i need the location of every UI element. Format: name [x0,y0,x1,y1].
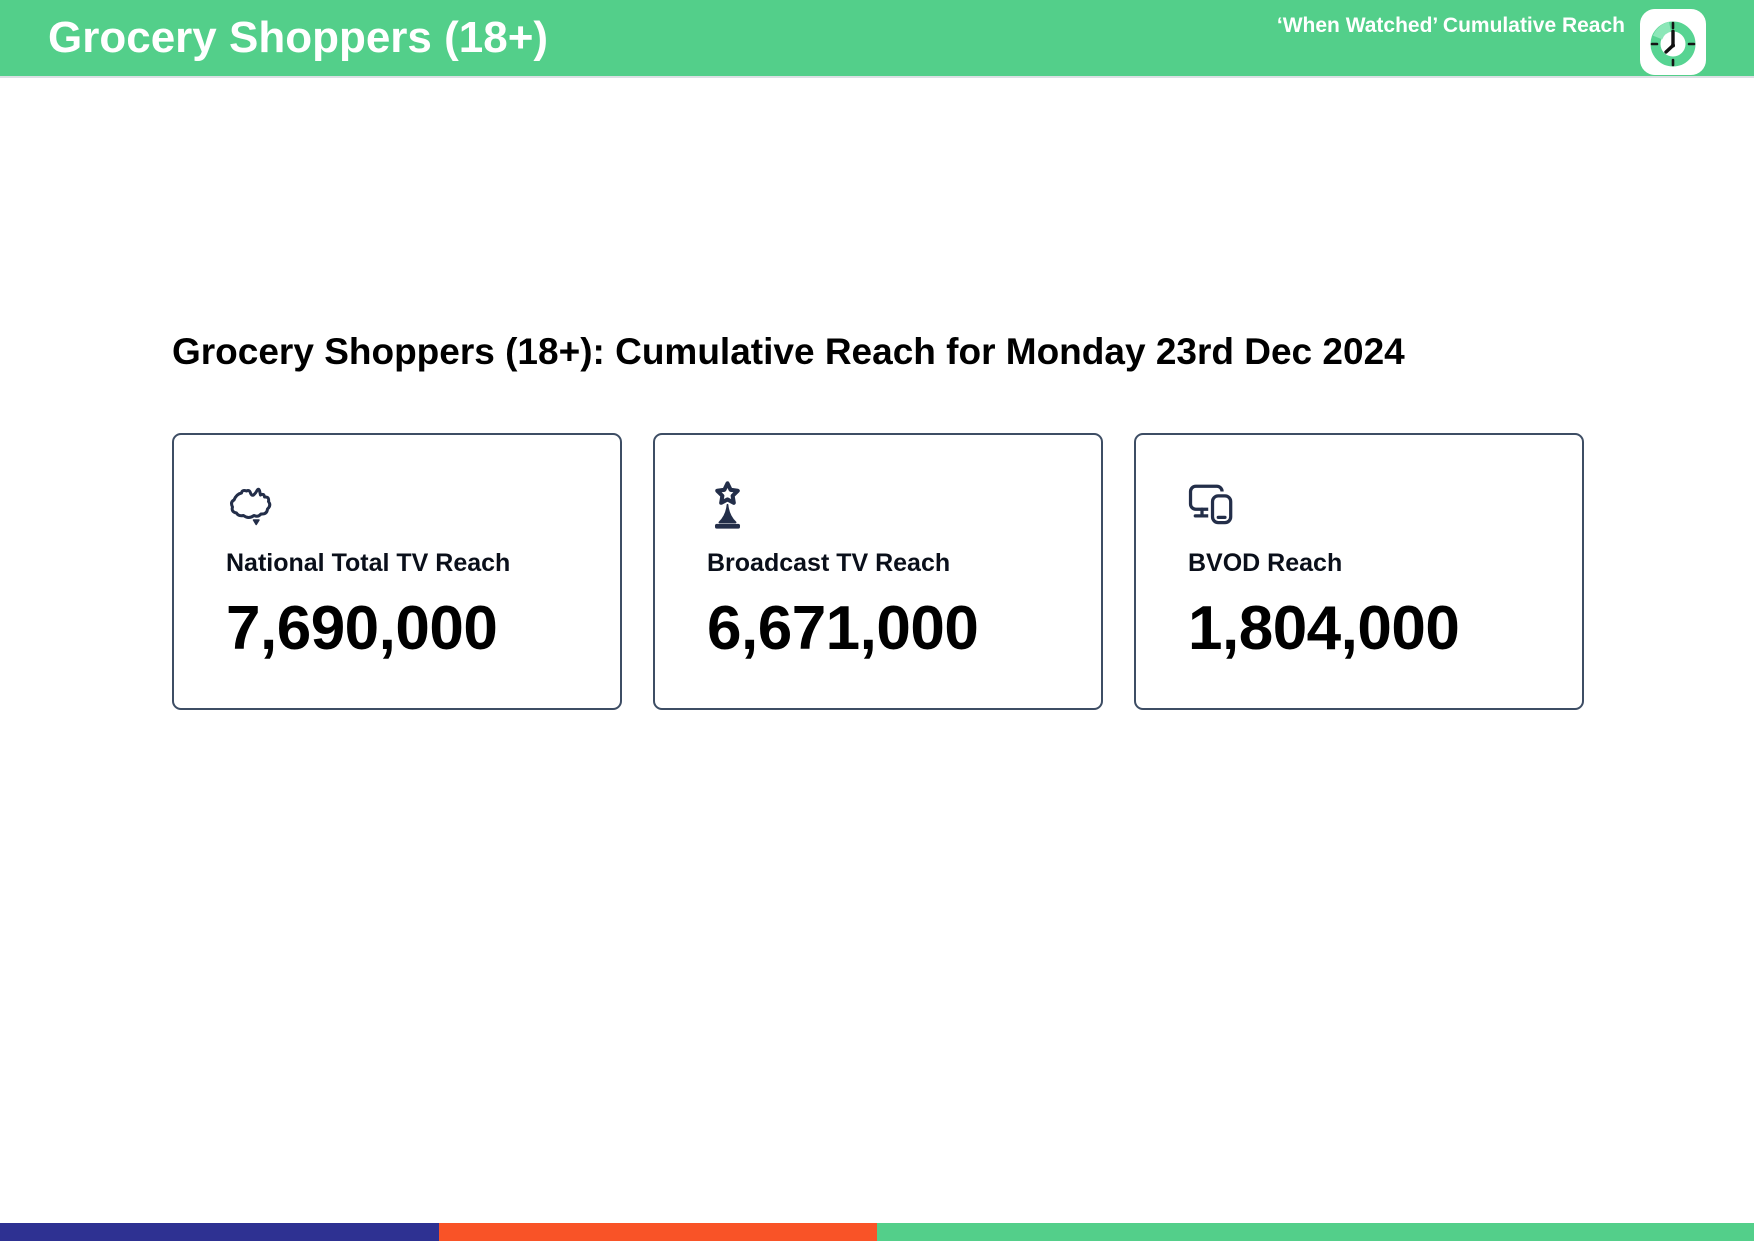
kpi-value: 1,804,000 [1188,594,1460,663]
footer-blue-segment [0,1223,439,1241]
kpi-value: 7,690,000 [226,594,498,663]
header-bar: Grocery Shoppers (18+) ‘When Watched’ Cu… [0,0,1754,78]
header-tagline: ‘When Watched’ Cumulative Reach [1276,14,1625,37]
header-right: ‘When Watched’ Cumulative Reach [1276,5,1706,75]
australia-map-icon [226,481,590,533]
kpi-card-broadcast-tv-reach: Broadcast TV Reach 6,671,000 [653,433,1103,710]
kpi-value: 6,671,000 [707,594,979,663]
page-title: Grocery Shoppers (18+) [48,13,549,62]
footer-green-segment [877,1223,1754,1241]
clock-logo [1640,9,1706,75]
report-heading: Grocery Shoppers (18+): Cumulative Reach… [172,331,1405,372]
broadcast-tower-icon [707,481,1071,533]
kpi-cards: National Total TV Reach 7,690,000 Broadc… [172,433,1584,710]
kpi-label: Broadcast TV Reach [707,549,951,577]
kpi-label: BVOD Reach [1188,549,1343,577]
tv-phone-devices-icon [1188,481,1552,533]
clock-icon [1640,9,1706,75]
kpi-label: National Total TV Reach [226,549,511,577]
kpi-card-national-total-tv-reach: National Total TV Reach 7,690,000 [172,433,622,710]
footer-color-bar [0,1223,1754,1241]
kpi-card-bvod-reach: BVOD Reach 1,804,000 [1134,433,1584,710]
footer-orange-segment [438,1223,877,1241]
